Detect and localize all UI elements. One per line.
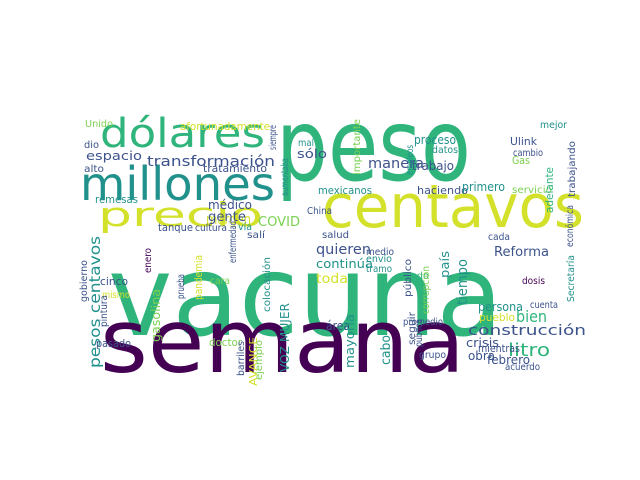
- word-país: país: [438, 251, 452, 278]
- word-haciendo: haciendo: [417, 184, 468, 197]
- word-dio: dio: [84, 140, 99, 151]
- word-pintura: pintura: [99, 295, 110, 327]
- word-gobierno: gobierno: [79, 260, 90, 302]
- word-médico: médico: [208, 198, 252, 212]
- word-salí: salí: [247, 229, 266, 241]
- word-reforma: Reforma: [494, 245, 549, 260]
- word-seguir: seguir: [407, 311, 418, 345]
- word-alto: alto: [84, 164, 104, 175]
- word-sólo: sólo: [297, 147, 327, 161]
- word-mexicanos: mexicanos: [318, 184, 372, 197]
- word-quieren: quieren: [316, 242, 371, 258]
- word-cabo: cabo: [379, 335, 394, 365]
- word-pueblo: pueblo: [479, 311, 515, 324]
- word-enero: enero: [143, 248, 154, 273]
- word-china: China: [307, 206, 332, 217]
- word-unido: Unido: [85, 119, 113, 130]
- word-aumentaba: aumentaba: [280, 158, 291, 196]
- word-medio: medio: [366, 247, 394, 258]
- word-bien: bien: [516, 307, 547, 326]
- word-importante: importante: [352, 119, 363, 175]
- word-secretaría: Secretaría: [565, 255, 577, 302]
- word-cuenta: cuenta: [530, 300, 558, 311]
- word-área: área: [326, 319, 350, 333]
- word-ejemplo: ejemplo: [254, 340, 265, 380]
- word-mejor: mejor: [540, 120, 568, 131]
- word-litro: litro: [508, 340, 550, 361]
- word-público: público: [402, 259, 414, 297]
- word-servicio: servicio: [512, 185, 552, 196]
- word-espacio: espacio: [86, 149, 142, 163]
- word-doctor: doctor: [209, 336, 242, 349]
- word-dólares: dólares: [100, 111, 265, 157]
- word-manera: manera: [368, 156, 424, 172]
- word-salud: salud: [322, 230, 349, 241]
- word-grupo: grupo: [419, 350, 446, 361]
- word-pública: pública: [413, 319, 425, 347]
- word-empleos: empleos: [405, 145, 416, 175]
- word-ulink: Ulink: [510, 135, 538, 148]
- word-gas: Gas: [512, 154, 530, 167]
- word-mayoría: mayoría: [343, 314, 357, 368]
- word-vía: vía: [238, 221, 252, 233]
- word-enfermedad: enfermedad: [228, 221, 239, 263]
- word-tanque: tanque: [158, 221, 193, 234]
- word-trabajando: trabajando: [567, 141, 578, 197]
- word-cara: cara: [210, 276, 230, 287]
- word-tramo: tramo: [366, 264, 392, 275]
- word-corrupción: corrupción: [420, 266, 432, 314]
- word-centavos: centavos: [322, 172, 584, 242]
- word-primero: primero: [462, 180, 505, 194]
- word-cada: cada: [488, 232, 510, 243]
- word-persona: persona: [478, 300, 523, 314]
- word-toda: toda: [316, 272, 348, 287]
- word-transformación: transformación: [147, 154, 275, 170]
- word-colocación: colocación: [261, 257, 273, 312]
- word-continúa: continúa: [316, 257, 373, 271]
- word-peso: peso: [276, 87, 471, 204]
- word-mientras: mientras: [478, 342, 520, 355]
- word-afortunadamente: afortunadamente: [180, 120, 270, 133]
- word-millones: millones: [80, 157, 275, 211]
- word-pasado: pasado: [96, 337, 131, 350]
- word-promedio: promedio: [403, 317, 443, 328]
- word-cambio: cambio: [513, 148, 543, 159]
- word-dosis: dosis: [522, 276, 545, 287]
- word-barriles: barriles: [236, 341, 247, 376]
- word-cinco: cinco: [100, 275, 128, 288]
- word-margen: margen: [206, 212, 251, 228]
- word-mismo: mismo: [102, 290, 130, 301]
- word-envío: envío: [366, 253, 392, 265]
- word-gente: gente: [208, 210, 246, 225]
- word-precio: precio: [98, 195, 263, 234]
- word-todo: todo: [407, 271, 429, 282]
- word-proceso: proceso: [414, 133, 456, 147]
- word-febrero: febrero: [487, 353, 530, 367]
- word-gasolina: gasolina: [149, 289, 163, 342]
- word-vacuna: vacuna: [108, 232, 503, 362]
- word-voz-mujer: VOZ MUJER: [278, 303, 292, 372]
- word-remesas: remesas: [95, 193, 138, 206]
- word-siempre: siempre: [268, 125, 279, 150]
- word-crisis: crisis: [466, 336, 499, 350]
- word-construcción: construcción: [468, 323, 586, 339]
- word-adelante: adelante: [543, 167, 556, 213]
- word-pesos-centavos: pesos centavos: [86, 236, 104, 368]
- word-mal: mal: [298, 138, 314, 149]
- word-avance: AVANCE: [247, 337, 260, 386]
- word-tiempo: tiempo: [455, 259, 471, 305]
- word-covid: COVID: [258, 215, 300, 230]
- word-económica: económica: [564, 205, 576, 247]
- word-semana: semana: [100, 290, 465, 393]
- word-tratamiento: tratamiento: [203, 162, 267, 175]
- word-cultura: cultura: [195, 223, 227, 234]
- word-prueba: prueba: [176, 274, 187, 299]
- word-acuerdo: acuerdo: [505, 362, 540, 373]
- word-datos: datos: [432, 145, 458, 156]
- word-pandemia: pandemia: [192, 255, 205, 300]
- word-trabajo: trabajo: [412, 159, 454, 173]
- word-obra: obra: [468, 349, 495, 363]
